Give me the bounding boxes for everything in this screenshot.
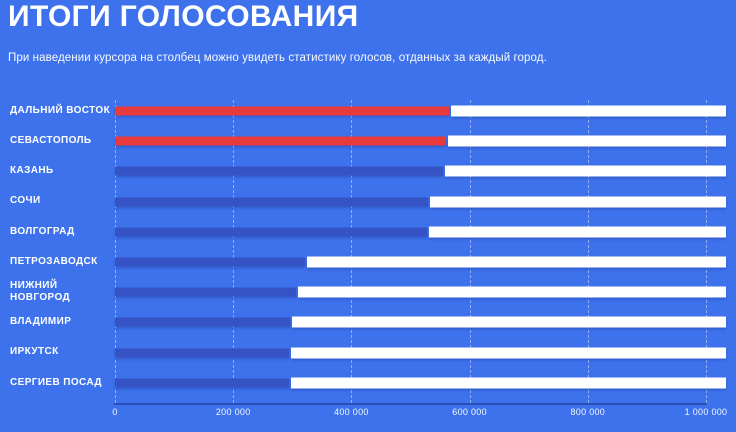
bar-track — [115, 187, 726, 217]
chart-row: ПЕТРОЗАВОДСК — [10, 247, 726, 277]
category-label: НИЖНИЙ НОВГОРОД — [10, 279, 71, 304]
remainder-bar[interactable] — [429, 226, 726, 238]
remainder-bar[interactable] — [291, 347, 726, 359]
category-label: ВЛАДИМИР — [10, 316, 72, 328]
chart-row: СЕРГИЕВ ПОСАД — [10, 368, 726, 398]
category-label: КАЗАНЬ — [10, 165, 54, 177]
chart-row: СЕВАСТОПОЛЬ — [10, 126, 726, 156]
remainder-bar[interactable] — [445, 165, 726, 177]
category-label: ИРКУТСК — [10, 346, 59, 358]
chart-row: ВОЛГОГРАД — [10, 217, 726, 247]
category-label: ВОЛГОГРАД — [10, 225, 75, 237]
x-tick-label: 800 000 — [570, 407, 606, 417]
chart-row: ВЛАДИМИР — [10, 307, 726, 337]
x-tick-label: 600 000 — [452, 407, 487, 417]
value-bar[interactable] — [115, 257, 306, 267]
bar-track — [115, 368, 726, 398]
value-bar[interactable] — [115, 348, 290, 358]
x-axis-tick-labels: 0 200 000 400 000 600 000 800 000 1 000 000 — [112, 407, 727, 421]
chart-row: КАЗАНЬ — [10, 156, 726, 186]
page-subtitle: При наведении курсора на столбец можно у… — [8, 52, 547, 64]
category-label: СЕВАСТОПОЛЬ — [10, 135, 92, 147]
value-bar[interactable] — [115, 166, 444, 176]
x-tick-label: 0 — [112, 407, 118, 417]
x-axis-line — [114, 403, 707, 405]
value-bar[interactable] — [115, 106, 449, 116]
remainder-bar[interactable] — [290, 377, 726, 389]
x-tick-label: 400 000 — [334, 407, 369, 417]
remainder-bar[interactable] — [450, 105, 726, 117]
bar-track — [115, 126, 726, 156]
remainder-bar[interactable] — [292, 316, 726, 328]
bar-track — [115, 217, 726, 247]
category-label: ПЕТРОЗАВОДСК — [10, 255, 98, 267]
bar-track — [115, 247, 726, 277]
bar-chart: ДАЛЬНИЙ ВОСТОК СЕВАСТОПОЛЬ КАЗАНЬ СОЧИ ВОЛГО… — [10, 96, 726, 398]
bar-track — [115, 307, 726, 337]
value-bar[interactable] — [115, 378, 289, 388]
value-bar[interactable] — [115, 136, 447, 146]
category-label: ДАЛЬНИЙ ВОСТОК — [10, 104, 111, 116]
category-label: СЕРГИЕВ ПОСАД — [10, 376, 102, 388]
page-title: ИТОГИ ГОЛОСОВАНИЯ — [8, 0, 359, 33]
bar-track — [115, 96, 726, 126]
chart-row: ИРКУТСК — [10, 338, 726, 368]
chart-row: ДАЛЬНИЙ ВОСТОК — [10, 96, 726, 126]
value-bar[interactable] — [115, 227, 428, 237]
bar-track — [115, 156, 726, 186]
bar-track — [115, 277, 726, 307]
chart-row: НИЖНИЙ НОВГОРОД — [10, 277, 726, 307]
remainder-bar[interactable] — [429, 196, 726, 208]
remainder-bar[interactable] — [307, 256, 726, 268]
bar-track — [115, 338, 726, 368]
value-bar[interactable] — [115, 287, 297, 297]
x-tick-label: 200 000 — [215, 407, 251, 417]
value-bar[interactable] — [115, 317, 291, 327]
remainder-bar[interactable] — [448, 135, 726, 147]
category-label: СОЧИ — [10, 195, 41, 207]
x-tick-label: 1 000 000 — [684, 407, 728, 417]
chart-row: СОЧИ — [10, 187, 726, 217]
remainder-bar[interactable] — [298, 286, 726, 298]
value-bar[interactable] — [115, 197, 428, 207]
